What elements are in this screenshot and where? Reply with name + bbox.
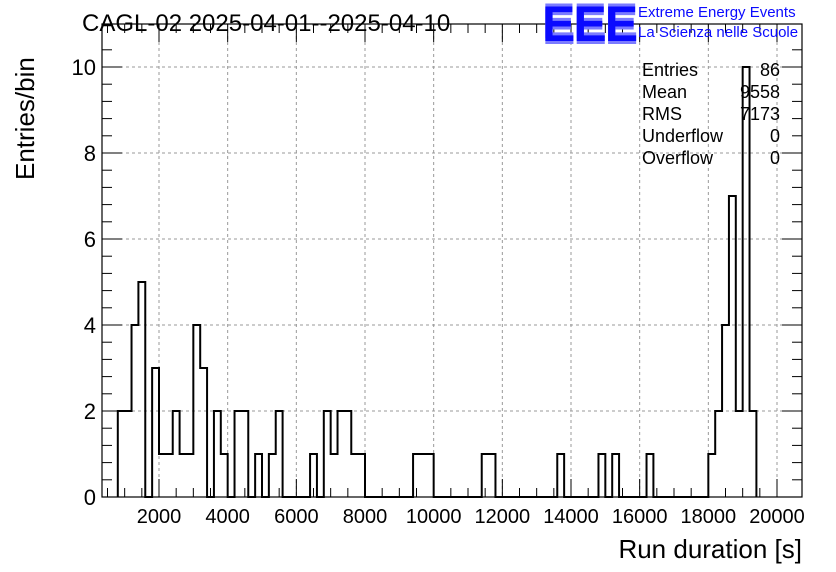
x-tick-label: 18000: [681, 506, 737, 528]
histogram-bin: [338, 411, 345, 497]
x-tick-label: 6000: [274, 506, 319, 528]
histogram-bin: [221, 454, 228, 497]
histogram-bin: [557, 454, 564, 497]
histogram-bin: [344, 411, 351, 497]
stat-value: 7173: [739, 104, 780, 124]
histogram-bin: [241, 411, 248, 497]
stats-box: Entries 86 Mean 9558 RMS 7173 Underflow 0 Ov…: [642, 60, 780, 170]
stat-value: 0: [769, 126, 780, 146]
histogram-bin: [647, 454, 654, 497]
x-tick-label: 12000: [475, 506, 531, 528]
histogram-bin: [324, 411, 331, 497]
stat-key: Underflow: [642, 126, 724, 146]
x-tick-label: 16000: [612, 506, 668, 528]
histogram-bin: [152, 368, 159, 497]
chart-title: CAGL-02 2025-04-01--2025-04-10: [82, 10, 451, 37]
histogram-bin: [138, 282, 145, 497]
histogram-bin: [708, 454, 715, 497]
histogram-bin: [358, 454, 365, 497]
stat-overflow: Overflow 0: [642, 148, 780, 170]
eee-logo: EEE: [542, 0, 638, 52]
x-axis-label: Run duration [s]: [618, 534, 802, 564]
stat-underflow: Underflow 0: [642, 126, 780, 148]
histogram-bin: [125, 411, 132, 497]
x-tick-label: 8000: [343, 506, 388, 528]
histogram-bin: [612, 454, 619, 497]
histogram-bin: [180, 454, 187, 497]
histogram-bin: [200, 368, 207, 497]
stat-key: Entries: [642, 60, 699, 80]
stat-key: Mean: [642, 82, 688, 102]
histogram-bin: [269, 454, 276, 497]
logo-line-2: La Scienza nelle Scuole: [638, 24, 799, 41]
x-tick-label: 20000: [749, 506, 805, 528]
stat-entries: Entries 86: [642, 60, 780, 82]
histogram-bin: [173, 411, 180, 497]
histogram-bin: [729, 196, 736, 497]
y-tick-label: 4: [84, 313, 96, 338]
x-tick-label: 4000: [205, 506, 250, 528]
stat-value: 86: [759, 60, 780, 80]
x-tick-label: 14000: [543, 506, 599, 528]
stat-value: 0: [769, 148, 780, 168]
histogram-bin: [351, 454, 358, 497]
histogram-bin: [736, 411, 743, 497]
stat-key: RMS: [642, 104, 682, 124]
x-tick-label: 10000: [406, 506, 462, 528]
histogram-bin: [186, 454, 193, 497]
stat-value: 9558: [739, 82, 780, 102]
y-tick-label: 10: [72, 55, 96, 80]
stat-rms: RMS 7173: [642, 104, 780, 126]
histogram-bin: [750, 411, 757, 497]
histogram-bin: [489, 454, 496, 497]
histogram-bin: [159, 454, 166, 497]
stat-key: Overflow: [642, 148, 714, 168]
histogram-bin: [166, 454, 173, 497]
histogram-bin: [427, 454, 434, 497]
histogram-bin: [118, 411, 125, 497]
stat-mean: Mean 9558: [642, 82, 780, 104]
histogram-bin: [276, 411, 283, 497]
histogram-bin: [255, 454, 262, 497]
logo-line-1: Extreme Energy Events: [638, 4, 796, 21]
histogram-bin: [598, 454, 605, 497]
y-tick-label: 2: [84, 399, 96, 424]
y-tick-label: 8: [84, 141, 96, 166]
histogram-bin: [235, 411, 242, 497]
histogram-outline: [116, 66, 758, 498]
y-tick-label: 6: [84, 227, 96, 252]
histogram-bin: [420, 454, 427, 497]
histogram-bin: [214, 411, 221, 497]
x-tick-label: 2000: [137, 506, 182, 528]
histogram-bin: [715, 411, 722, 497]
histogram-bin: [331, 454, 338, 497]
y-tick-label: 0: [84, 485, 96, 510]
y-axis-label: Entries/bin: [10, 57, 40, 180]
